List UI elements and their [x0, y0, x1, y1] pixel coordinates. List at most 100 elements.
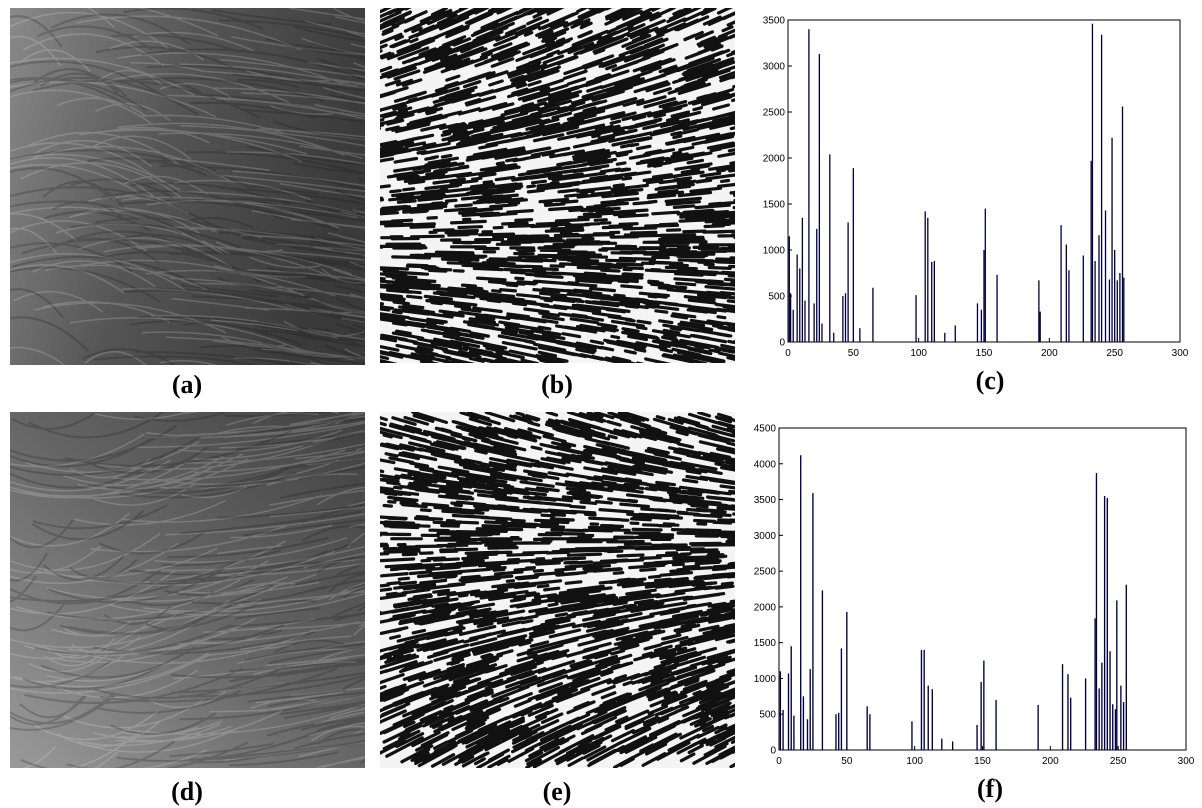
bar [872, 287, 874, 342]
bar [1090, 160, 1092, 342]
y-tick-label: 2500 [763, 108, 786, 119]
bar [838, 712, 840, 750]
image-panel [10, 8, 365, 365]
bar [1111, 137, 1113, 342]
bar [920, 649, 923, 750]
y-tick-label: 0 [779, 338, 785, 349]
y-tick-label: 1000 [754, 674, 777, 685]
bar [801, 217, 804, 342]
texture-dark [10, 8, 365, 365]
bar [804, 300, 806, 342]
bar [821, 323, 823, 342]
bar [931, 689, 933, 750]
y-tick-label: 500 [768, 292, 785, 303]
bar [1108, 279, 1111, 342]
image-background [10, 8, 365, 365]
bar [1098, 688, 1100, 750]
bar [927, 685, 929, 750]
bar [1094, 261, 1096, 342]
bar [1106, 498, 1108, 750]
y-tick-label: 4000 [754, 459, 777, 470]
x-tick-label: 100 [906, 756, 923, 767]
bar [1122, 702, 1125, 750]
bar [799, 268, 801, 342]
bar [980, 309, 983, 342]
bar [984, 208, 986, 342]
bar [1038, 280, 1040, 342]
texture-light [10, 8, 365, 365]
bar [927, 217, 929, 342]
texture-dark [10, 412, 365, 768]
bar [1037, 704, 1039, 750]
image-panel [380, 412, 735, 768]
bar [976, 303, 979, 342]
bar [996, 274, 998, 342]
y-tick-label: 4500 [754, 424, 777, 435]
bar [1098, 235, 1100, 342]
bar [800, 455, 802, 750]
bar [802, 696, 805, 750]
bar [1119, 273, 1121, 342]
bar [1091, 23, 1094, 343]
bar [1094, 618, 1096, 750]
bar [790, 646, 792, 750]
bar [983, 250, 985, 342]
x-tick-label: 300 [1172, 348, 1189, 359]
bar [1120, 685, 1122, 750]
bar [1125, 584, 1127, 750]
x-tick-label: 250 [1106, 348, 1123, 359]
bar [1109, 651, 1111, 750]
plot-frame [778, 427, 1187, 751]
bar [1100, 34, 1103, 342]
x-tick-label: 100 [910, 348, 927, 359]
bar [1095, 473, 1098, 750]
bar [923, 649, 925, 750]
y-tick-label: 2000 [754, 602, 777, 613]
x-tick-label: 0 [776, 756, 782, 767]
bar [821, 590, 824, 750]
bar [788, 236, 790, 342]
bar [1061, 664, 1064, 750]
x-tick-label: 150 [976, 348, 993, 359]
bar [1116, 600, 1118, 750]
bar [829, 154, 831, 342]
x-tick-label: 50 [841, 756, 853, 767]
bar [852, 168, 854, 342]
bar [995, 699, 997, 750]
bar [1121, 106, 1124, 342]
x-tick-label: 0 [785, 348, 791, 359]
image-panel [10, 412, 365, 768]
y-tick-label: 3000 [763, 62, 786, 73]
bar [782, 709, 784, 750]
bar [915, 295, 917, 342]
texture-strokes [380, 412, 735, 768]
bar [924, 211, 926, 342]
bar [1065, 244, 1067, 342]
y-tick-label: 1500 [754, 638, 777, 649]
bar [1112, 704, 1114, 750]
bar [941, 738, 943, 750]
x-tick-label: 200 [1041, 348, 1058, 359]
bar [789, 293, 792, 342]
x-tick-label: 250 [1110, 756, 1127, 767]
y-tick-label: 2000 [763, 154, 786, 165]
bar [833, 332, 835, 342]
bar [980, 682, 982, 750]
x-tick-label: 150 [974, 756, 991, 767]
bar [976, 724, 978, 750]
bar [1082, 255, 1084, 342]
texture-light [10, 412, 365, 768]
bar [812, 493, 814, 750]
bar [1070, 697, 1072, 750]
bar [859, 328, 861, 342]
x-tick-label: 200 [1042, 756, 1059, 767]
panel-label: (f) [977, 774, 1003, 803]
bar [931, 261, 933, 342]
y-tick-label: 3000 [754, 531, 777, 542]
bar [869, 714, 871, 750]
panel-label: (b) [541, 370, 573, 399]
y-tick-label: 1000 [763, 246, 786, 257]
x-tick-label: 300 [1178, 756, 1195, 767]
y-tick-label: 3500 [754, 495, 777, 506]
